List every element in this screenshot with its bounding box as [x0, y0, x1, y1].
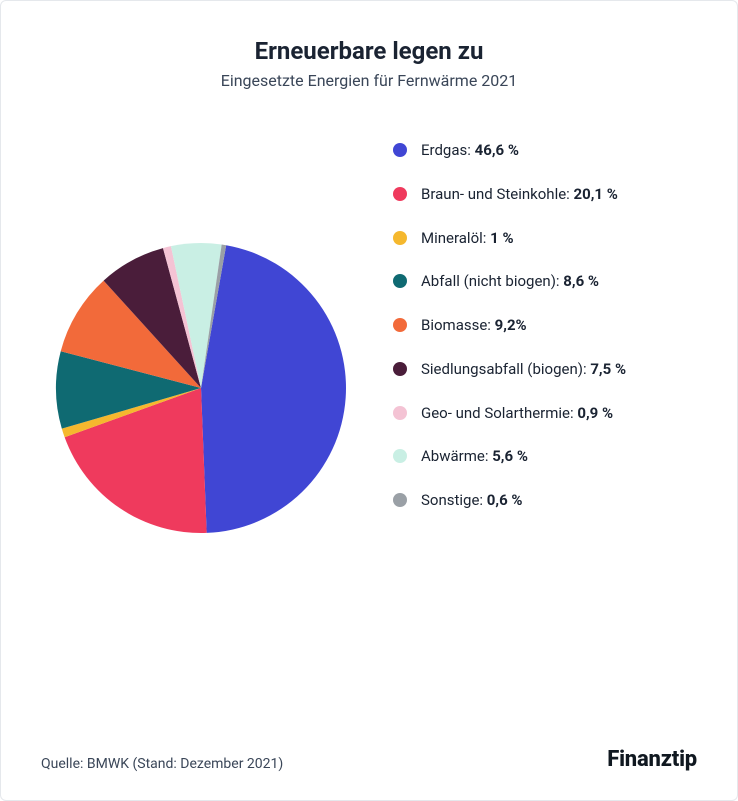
legend-swatch	[393, 143, 407, 157]
pie-chart-wrap	[41, 118, 361, 548]
legend-swatch	[393, 362, 407, 376]
legend-value: 9,2%	[495, 316, 527, 334]
legend-value: 1 %	[490, 229, 513, 247]
legend-label: Braun- und Steinkohle: 20,1 %	[421, 184, 618, 206]
legend-item: Abfall (nicht biogen): 8,6 %	[393, 271, 687, 293]
legend-label: Abfall (nicht biogen): 8,6 %	[421, 271, 599, 293]
chart-title: Erneuerbare legen zu	[41, 37, 697, 65]
legend-item: Erdgas: 46,6 %	[393, 140, 687, 162]
legend-label: Erdgas: 46,6 %	[421, 140, 519, 162]
legend-item: Biomasse: 9,2%	[393, 315, 687, 337]
legend-label-text: Sonstige:	[421, 491, 487, 509]
legend-swatch	[393, 493, 407, 507]
chart-header: Erneuerbare legen zu Eingesetzte Energie…	[41, 37, 697, 90]
legend-label-text: Abwärme:	[421, 447, 492, 465]
legend-label: Geo- und Solarthermie: 0,9 %	[421, 403, 613, 425]
legend-value: 0,9 %	[577, 404, 613, 422]
legend-swatch	[393, 449, 407, 463]
legend-item: Braun- und Steinkohle: 20,1 %	[393, 184, 687, 206]
pie-slice	[201, 245, 346, 533]
legend-item: Siedlungsabfall (biogen): 7,5 %	[393, 359, 687, 381]
source-text: Quelle: BMWK (Stand: Dezember 2021)	[41, 756, 283, 772]
legend-label-text: Geo- und Solarthermie:	[421, 404, 577, 422]
legend-value: 46,6 %	[475, 141, 519, 159]
legend-label: Mineralöl: 1 %	[421, 228, 514, 250]
legend-label-text: Abfall (nicht biogen):	[421, 272, 563, 290]
chart-footer: Quelle: BMWK (Stand: Dezember 2021) Fina…	[41, 739, 697, 772]
chart-card: Erneuerbare legen zu Eingesetzte Energie…	[0, 0, 738, 801]
brand-logo: Finanztip	[607, 747, 697, 772]
legend-value: 7,5 %	[590, 360, 626, 378]
legend-value: 0,6 %	[487, 491, 523, 509]
legend-label-text: Braun- und Steinkohle:	[421, 185, 574, 203]
legend-label-text: Mineralöl:	[421, 229, 490, 247]
legend-swatch	[393, 274, 407, 288]
legend-label: Sonstige: 0,6 %	[421, 490, 523, 512]
legend-label: Siedlungsabfall (biogen): 7,5 %	[421, 359, 626, 381]
legend-swatch	[393, 318, 407, 332]
legend-label: Abwärme: 5,6 %	[421, 446, 528, 468]
legend-swatch	[393, 187, 407, 201]
legend-item: Abwärme: 5,6 %	[393, 446, 687, 468]
chart-subtitle: Eingesetzte Energien für Fernwärme 2021	[41, 71, 697, 90]
legend-label: Biomasse: 9,2%	[421, 315, 527, 337]
legend-label-text: Biomasse:	[421, 316, 495, 334]
legend-item: Mineralöl: 1 %	[393, 228, 687, 250]
legend-label-text: Siedlungsabfall (biogen):	[421, 360, 590, 378]
legend-value: 8,6 %	[563, 272, 599, 290]
legend-item: Geo- und Solarthermie: 0,9 %	[393, 403, 687, 425]
legend-value: 5,6 %	[492, 447, 528, 465]
chart-content: Erdgas: 46,6 % Braun- und Steinkohle: 20,…	[41, 118, 697, 721]
legend-value: 20,1 %	[574, 185, 618, 203]
legend-label-text: Erdgas:	[421, 141, 475, 159]
legend-swatch	[393, 406, 407, 420]
pie-chart	[41, 228, 361, 548]
legend-item: Sonstige: 0,6 %	[393, 490, 687, 512]
legend-swatch	[393, 231, 407, 245]
legend: Erdgas: 46,6 % Braun- und Steinkohle: 20,…	[393, 118, 697, 512]
